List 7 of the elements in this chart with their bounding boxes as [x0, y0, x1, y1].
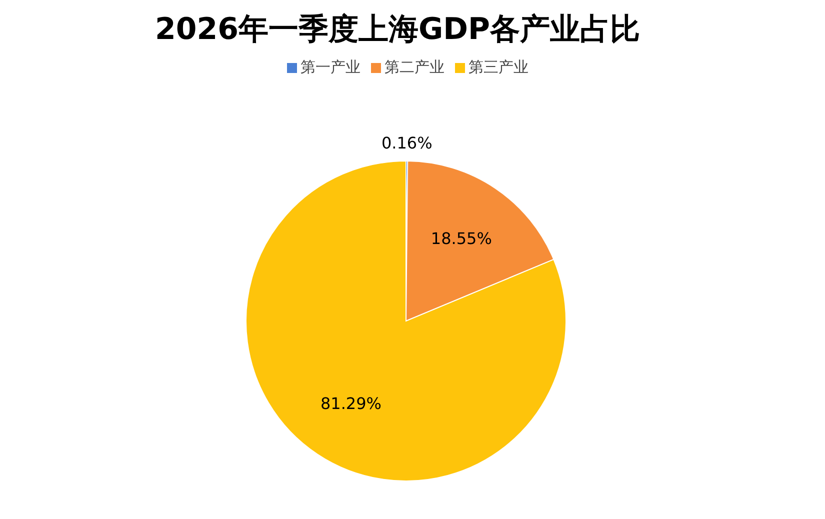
- legend-label: 第二产业: [384, 58, 444, 76]
- data-label: 0.16%: [381, 134, 432, 152]
- data-label: 18.55%: [430, 229, 492, 248]
- legend-label: 第一产业: [300, 58, 360, 76]
- chart-title: 2026年一季度上海GDP各产业占比: [154, 11, 641, 49]
- legend-label: 第三产业: [468, 58, 528, 76]
- data-label: 81.29%: [320, 394, 382, 414]
